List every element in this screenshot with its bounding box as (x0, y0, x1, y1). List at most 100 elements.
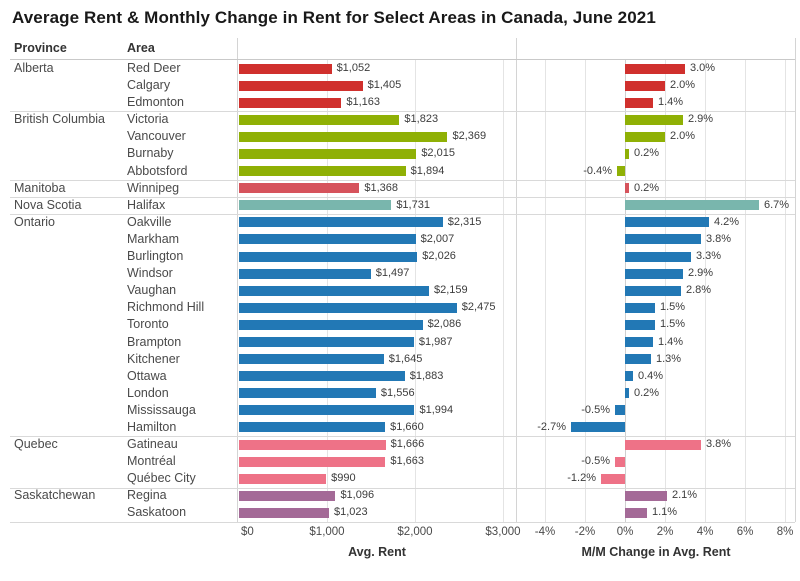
rent-bar[interactable] (239, 302, 457, 313)
rent-value-label: $1,405 (367, 79, 402, 92)
change-bar[interactable] (625, 63, 685, 74)
rent-value-label: $1,096 (340, 489, 375, 502)
change-bar[interactable] (625, 234, 701, 245)
rent-bar[interactable] (239, 217, 443, 228)
change-bar[interactable] (625, 439, 701, 450)
rent-bar[interactable] (239, 507, 330, 518)
rent-bar[interactable] (239, 183, 360, 194)
rent-value-label: $2,007 (420, 232, 455, 245)
change-bar[interactable] (571, 422, 625, 433)
rent-value-label: $1,731 (396, 198, 430, 211)
rent-bar[interactable] (239, 251, 418, 262)
change-bar[interactable] (615, 405, 625, 416)
area-label: Regina (127, 488, 167, 503)
change-bar[interactable] (625, 302, 655, 313)
rent-value-label: $1,894 (410, 164, 445, 177)
table-row: Vaughan $2,159 2.8% (0, 282, 800, 299)
change-bar[interactable] (625, 285, 681, 296)
province-label: Saskatchewan (14, 488, 96, 503)
table-row: Montréal $1,663 -0.5% (0, 453, 800, 470)
change-value-label: 1.5% (660, 318, 686, 331)
table-row: Hamilton $1,660 -2.7% (0, 419, 800, 436)
rent-bar[interactable] (239, 422, 386, 433)
table-row: London $1,556 0.2% (0, 385, 800, 402)
rent-bar[interactable] (239, 234, 416, 245)
change-bar[interactable] (625, 371, 633, 382)
rent-bar[interactable] (239, 456, 386, 467)
change-value-label: 3.3% (696, 250, 722, 263)
rent-value-label: $1,994 (419, 403, 454, 416)
area-label: Gatineau (127, 437, 178, 452)
rent-bar[interactable] (239, 114, 400, 125)
change-bar[interactable] (625, 131, 665, 142)
rent-bar[interactable] (239, 490, 336, 501)
change-bar[interactable] (625, 200, 759, 211)
change-bar[interactable] (625, 148, 629, 159)
rent-bar[interactable] (239, 200, 392, 211)
rent-bar[interactable] (239, 337, 414, 347)
change-value-label: 2.1% (672, 489, 698, 502)
area-label: Burlington (127, 249, 184, 264)
rent-value-label: $2,475 (461, 301, 496, 314)
change-value-label: 2.0% (670, 79, 696, 92)
change-bar[interactable] (625, 80, 665, 91)
rent-value-label: $2,015 (421, 147, 455, 160)
rent-bar[interactable] (239, 80, 363, 91)
rent-bar[interactable] (239, 405, 415, 416)
change-bar[interactable] (625, 490, 667, 501)
change-bar[interactable] (625, 354, 651, 365)
change-gridline (545, 60, 546, 522)
change-bar[interactable] (625, 319, 655, 330)
area-label: Toronto (127, 317, 169, 332)
change-gridline (705, 60, 706, 522)
rent-bar[interactable] (239, 354, 384, 365)
change-bar[interactable] (601, 473, 625, 484)
change-value-label: 1.4% (658, 96, 684, 109)
change-tick-label: 0% (616, 526, 634, 538)
rent-bar[interactable] (239, 371, 405, 382)
change-bar[interactable] (617, 166, 625, 177)
rent-bar[interactable] (239, 319, 423, 330)
rent-bar[interactable] (239, 97, 342, 108)
change-bar[interactable] (625, 114, 683, 125)
change-bar[interactable] (625, 337, 653, 347)
change-bar[interactable] (625, 183, 629, 194)
table-row: Ottawa $1,883 0.4% (0, 368, 800, 385)
area-label: Red Deer (127, 61, 181, 75)
group-separator (10, 179, 795, 181)
area-label: Victoria (127, 112, 169, 127)
change-bar[interactable] (625, 507, 647, 518)
rent-bar[interactable] (239, 473, 327, 484)
rent-value-label: $1,663 (390, 455, 424, 468)
rent-bar[interactable] (239, 148, 417, 159)
rent-bar[interactable] (239, 131, 448, 142)
rent-bar[interactable] (239, 166, 406, 177)
rent-value-label: $1,368 (364, 181, 399, 194)
chart-title: Average Rent & Monthly Change in Rent fo… (12, 8, 656, 27)
change-bar[interactable] (625, 97, 653, 108)
change-gridline (585, 60, 586, 522)
area-label: Vaughan (127, 283, 177, 298)
change-value-label: -0.5% (581, 455, 610, 468)
header-underline (10, 59, 795, 60)
rent-bar[interactable] (239, 388, 376, 399)
change-bar[interactable] (615, 456, 625, 467)
change-panel-right-border (795, 38, 796, 522)
rent-gridline (503, 60, 504, 522)
rent-value-label: $2,086 (427, 318, 462, 331)
rent-bar[interactable] (239, 268, 371, 279)
rent-bar[interactable] (239, 63, 332, 74)
area-label: Saskatoon (127, 505, 187, 520)
rent-tick-label: $0 (241, 526, 254, 538)
change-bar[interactable] (625, 388, 629, 399)
change-bar[interactable] (625, 268, 683, 279)
group-separator (10, 111, 795, 113)
rent-bar[interactable] (239, 285, 429, 296)
rent-bar[interactable] (239, 439, 386, 450)
table-row: Burlington $2,026 3.3% (0, 248, 800, 265)
change-bar[interactable] (625, 217, 709, 228)
change-bar[interactable] (625, 251, 691, 262)
area-label: Montréal (127, 454, 176, 469)
change-value-label: -2.7% (537, 420, 566, 433)
